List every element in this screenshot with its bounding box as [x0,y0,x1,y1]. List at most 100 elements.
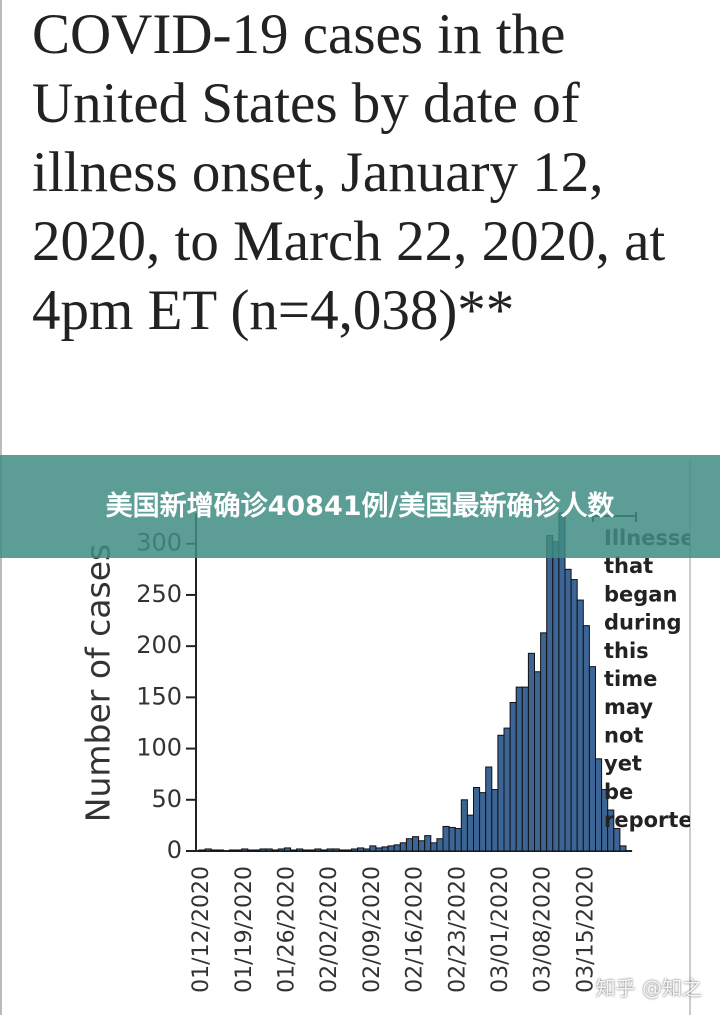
bar [436,838,444,852]
x-tick-label: 03/01/2020 [488,866,513,993]
bar [308,849,316,852]
y-tick-label: 100 [136,734,182,762]
x-tick-label: 03/08/2020 [531,866,556,993]
bar [473,786,481,852]
bar [271,849,279,852]
x-tick-label: 02/09/2020 [360,866,385,993]
chart-title: COVID-19 cases in the United States by d… [32,3,666,342]
bar [582,625,590,852]
y-tick-label: 50 [151,785,182,813]
bar [595,758,603,852]
bar [613,827,621,852]
bar [448,826,456,852]
bar [442,825,450,852]
bar [509,701,517,852]
annotation-text: during [604,611,682,635]
annotation-text: may [604,695,653,719]
bar [546,535,554,852]
bar [588,666,597,852]
bar [393,844,401,852]
bar [387,845,395,852]
annotation-text: that [604,554,653,578]
bar [521,686,529,852]
bar [283,847,291,852]
annotation-text: be [604,780,633,804]
bar [460,799,468,852]
bar [241,848,249,852]
bar [326,848,334,852]
bar [375,847,383,852]
bar [485,766,493,852]
bar [503,727,511,852]
bar [619,845,627,852]
bar [552,541,560,852]
bar [229,849,237,852]
bar [466,814,474,852]
bar [369,845,377,852]
bar [418,840,426,852]
bar [527,652,536,852]
x-tick-label: 01/19/2020 [232,866,257,993]
bar [314,848,322,852]
y-tick-label: 200 [136,631,182,659]
bar [332,848,340,852]
bar [216,849,224,852]
bar [277,848,285,852]
bar [540,632,548,852]
y-axis-label: Number of cases [79,544,118,822]
annotation-text: began [604,582,677,606]
bar [534,671,542,852]
bar [247,849,255,852]
x-tick-label: 01/26/2020 [274,866,299,993]
bar [320,849,328,852]
y-tick-label: 0 [167,836,182,864]
banner-text: 美国新增确诊40841例/美国最新确诊人数 [105,490,615,522]
bar [363,848,371,852]
bar [351,848,359,852]
bar [210,849,218,852]
bar [302,849,310,852]
y-tick-label: 150 [136,682,182,710]
annotation-text: this [604,639,649,663]
annotation-text: time [604,667,657,691]
bar [454,827,462,852]
bar [491,789,499,852]
annotation-text: reported [604,808,708,832]
bar [497,734,505,852]
bar [399,842,407,852]
x-tick-label: 02/02/2020 [317,866,342,993]
bar [558,512,566,852]
bar [253,849,261,852]
bar [412,836,420,852]
bar [198,849,206,852]
bar [265,848,273,852]
bar [235,849,243,852]
banner: 美国新增确诊40841例/美国最新确诊人数 [0,455,720,558]
watermark: 知乎 @知之 [595,976,702,1000]
bar [357,847,365,852]
annotation-text: not [604,723,643,747]
bar [570,579,578,852]
y-tick-label: 250 [136,580,182,608]
bar [424,835,432,852]
bar [515,686,523,852]
bar [344,849,352,852]
bar [479,792,487,852]
x-tick-label: 01/12/2020 [189,866,214,993]
x-tick-label: 02/23/2020 [445,866,470,993]
bar [290,849,298,852]
bar [576,599,584,852]
bar [259,848,267,852]
bar [405,838,413,852]
bar [381,846,389,852]
bar [204,848,212,852]
plot: 05010015020025030001/12/202001/19/202001… [136,512,708,993]
bar [564,568,572,852]
x-tick-label: 02/16/2020 [403,866,428,993]
annotation-text: yet [604,752,642,776]
bar [430,842,438,852]
bar [338,849,346,852]
bar [296,848,304,852]
